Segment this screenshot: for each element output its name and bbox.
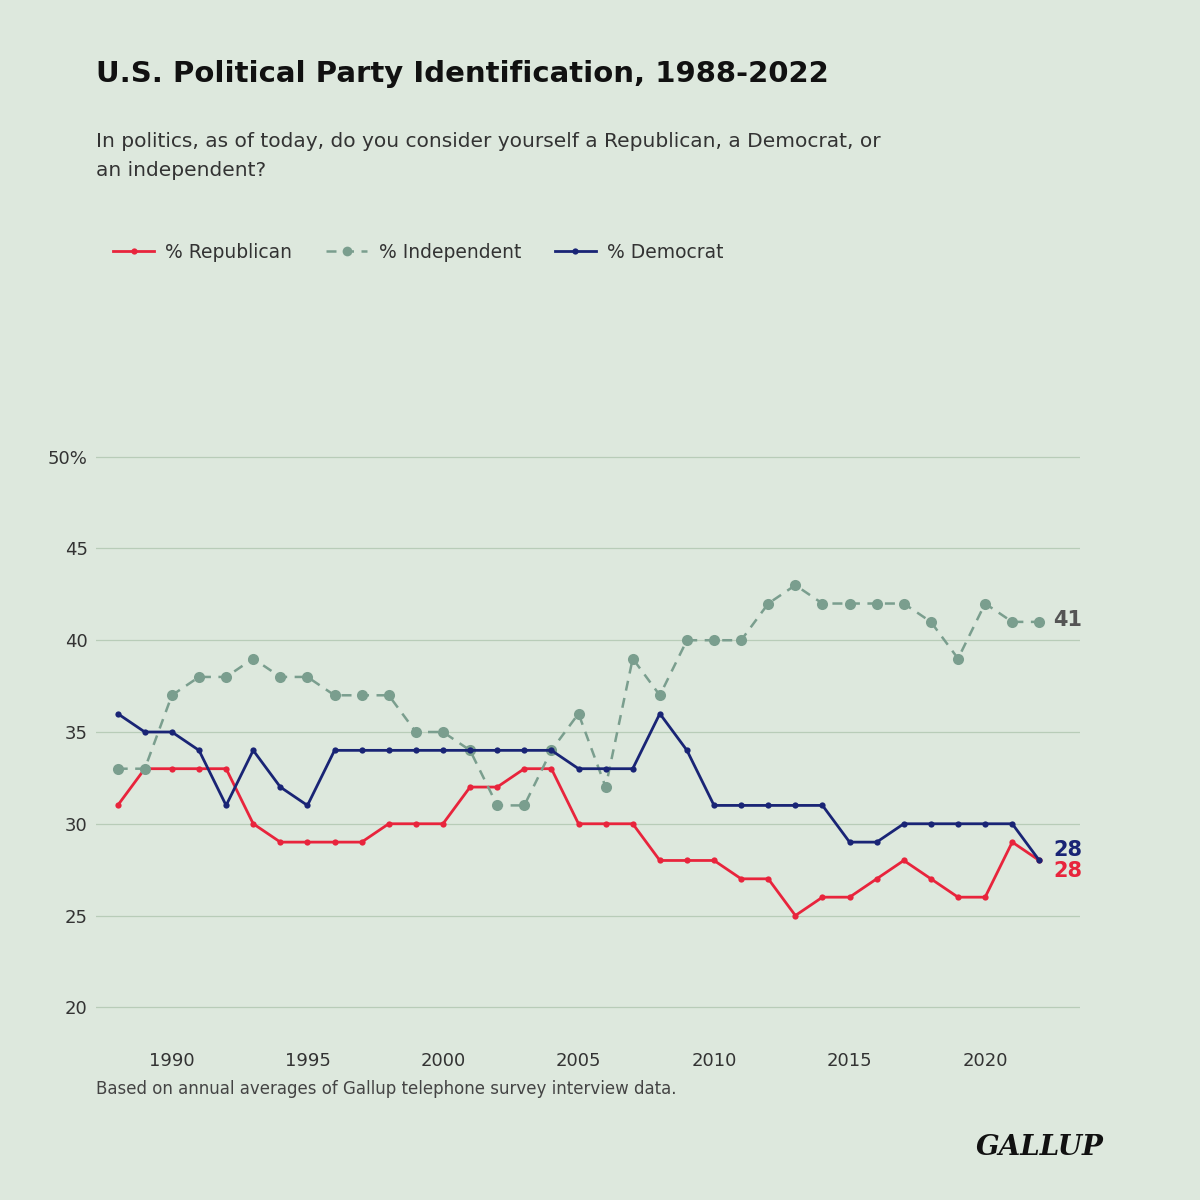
Text: 41: 41 — [1052, 610, 1082, 630]
Text: GALLUP: GALLUP — [976, 1134, 1104, 1162]
Text: 28: 28 — [1052, 860, 1082, 881]
Legend: % Republican, % Independent, % Democrat: % Republican, % Independent, % Democrat — [106, 235, 731, 269]
Text: 28: 28 — [1052, 840, 1082, 860]
Text: U.S. Political Party Identification, 1988-2022: U.S. Political Party Identification, 198… — [96, 60, 829, 88]
Text: In politics, as of today, do you consider yourself a Republican, a Democrat, or
: In politics, as of today, do you conside… — [96, 132, 881, 180]
Text: Based on annual averages of Gallup telephone survey interview data.: Based on annual averages of Gallup telep… — [96, 1080, 677, 1098]
